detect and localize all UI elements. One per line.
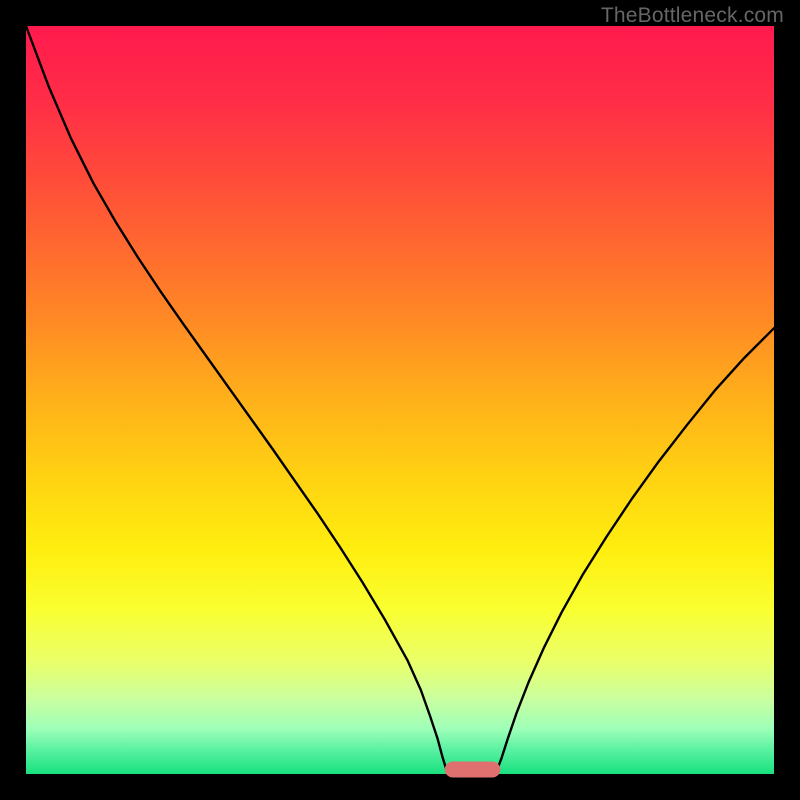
chart-stage: TheBottleneck.com: [0, 0, 800, 800]
plot-background: [26, 26, 774, 774]
bottleneck-chart: [0, 0, 800, 800]
optimal-marker: [445, 762, 500, 777]
